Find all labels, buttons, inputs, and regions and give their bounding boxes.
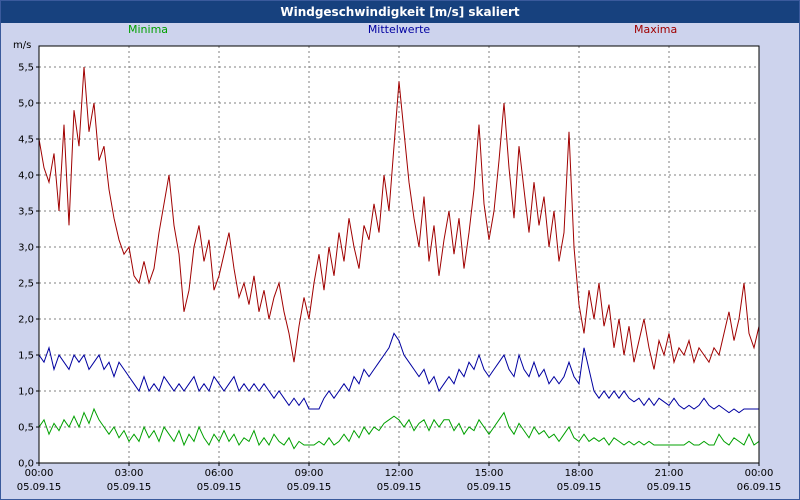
wind-chart: 0,0 0,5 1,0 1,5 2,0 2,5 3,0 3,5 4,0 4,5 5,0 5,5 00:0… (13, 40, 782, 493)
svg-text:05.09.15: 05.09.15 (557, 482, 602, 493)
svg-text:0,0: 0,0 (18, 459, 34, 470)
svg-text:5,5: 5,5 (18, 63, 34, 74)
x-axis-labels: 00:00 05.09.15 03:00 05.09.15 06:00 05.09.15 0… (17, 463, 782, 493)
legend-label-mittelwerte: Mittelwerte (367, 23, 431, 36)
svg-text:4,0: 4,0 (18, 171, 34, 182)
svg-text:06:00: 06:00 (205, 468, 234, 479)
gridlines (39, 46, 759, 463)
svg-text:05.09.15: 05.09.15 (17, 482, 62, 493)
svg-text:1,0: 1,0 (18, 387, 34, 398)
y-axis-labels: 0,0 0,5 1,0 1,5 2,0 2,5 3,0 3,5 4,0 4,5 5,0 5,5 (18, 63, 39, 470)
plot-area (39, 46, 759, 463)
series-lines (38, 66, 760, 450)
svg-text:06.09.15: 06.09.15 (737, 482, 782, 493)
series-maxima-line (38, 66, 760, 370)
svg-text:05.09.15: 05.09.15 (107, 482, 152, 493)
svg-text:1,5: 1,5 (18, 351, 34, 362)
svg-text:21:00: 21:00 (655, 468, 684, 479)
svg-text:05.09.15: 05.09.15 (647, 482, 692, 493)
svg-text:05.09.15: 05.09.15 (377, 482, 422, 493)
series-mittelwerte-line (38, 332, 759, 414)
svg-text:12:00: 12:00 (385, 468, 414, 479)
svg-text:0,5: 0,5 (18, 423, 34, 434)
legend-label-maxima: Maxima (634, 23, 678, 36)
svg-text:09:00: 09:00 (295, 468, 324, 479)
svg-text:05.09.15: 05.09.15 (197, 482, 242, 493)
svg-text:2,5: 2,5 (18, 279, 34, 290)
svg-text:05.09.15: 05.09.15 (287, 482, 332, 493)
svg-text:3,5: 3,5 (18, 207, 34, 218)
svg-text:2,0: 2,0 (18, 315, 34, 326)
series-minima-line (38, 407, 760, 450)
svg-text:15:00: 15:00 (475, 468, 504, 479)
title-bar: Windgeschwindigkeit [m/s] skaliert (1, 1, 799, 23)
svg-text:03:00: 03:00 (115, 468, 144, 479)
svg-text:00:00: 00:00 (25, 468, 54, 479)
legend-label-minima: Minima (128, 23, 169, 36)
svg-text:4,5: 4,5 (18, 135, 34, 146)
svg-text:05.09.15: 05.09.15 (467, 482, 512, 493)
svg-text:3,0: 3,0 (18, 243, 34, 254)
y-unit-label: m/s (13, 40, 31, 51)
svg-text:00:00: 00:00 (745, 468, 774, 479)
svg-text:18:00: 18:00 (565, 468, 594, 479)
legend: Minima Mittelwerte Maxima (1, 23, 799, 37)
svg-text:5,0: 5,0 (18, 99, 34, 110)
